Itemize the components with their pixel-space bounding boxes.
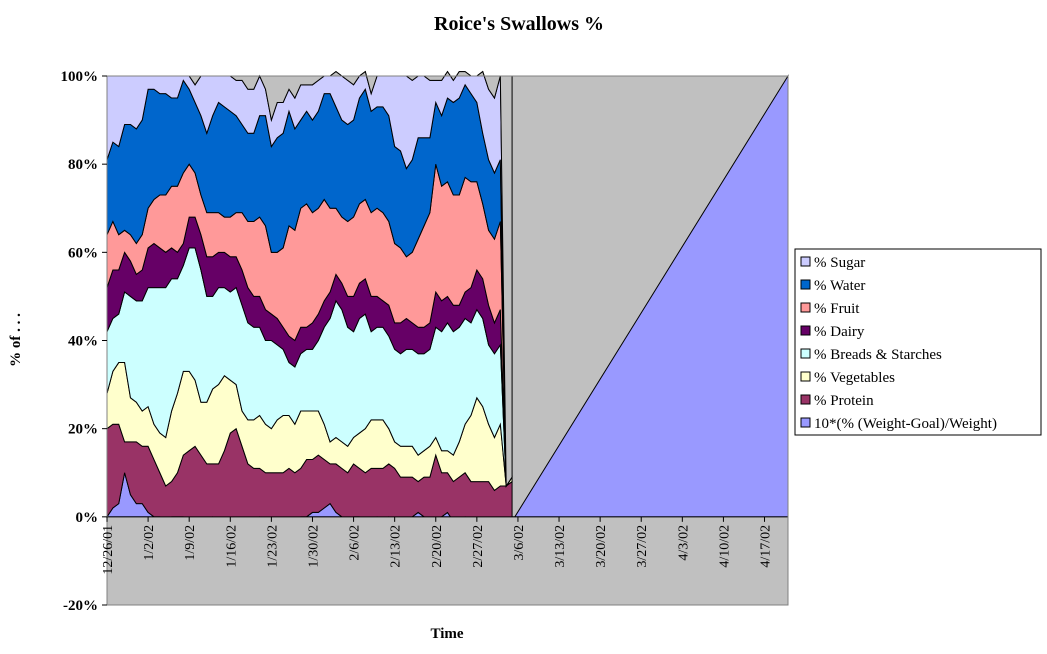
negative-band	[107, 516, 788, 605]
x-tick-label: 3/27/02	[635, 525, 650, 568]
x-tick-label: 2/13/02	[389, 525, 404, 568]
chart-title: Roice's Swallows %	[434, 13, 604, 35]
y-tick-label: 0%	[76, 510, 99, 526]
legend-swatch	[800, 394, 811, 405]
x-tick-label: 2/20/02	[430, 525, 445, 568]
y-tick-label: 80%	[68, 157, 98, 173]
x-tick-label: 1/30/02	[307, 525, 322, 568]
legend-swatch	[800, 302, 811, 313]
y-tick-label: 20%	[68, 422, 98, 438]
y-axis-title: % of . . .	[8, 313, 24, 367]
y-tick-label: -20%	[63, 598, 98, 614]
legend-label: % Water	[814, 278, 865, 294]
plot-area	[106, 70, 789, 606]
legend-label: % Sugar	[814, 255, 865, 271]
legend-box	[794, 248, 1042, 436]
x-tick-label: 4/10/02	[717, 525, 732, 568]
legend-items: % Sugar % Water % Fruit % Dairy % Breads & S…	[800, 255, 997, 432]
gray-overlay	[107, 70, 788, 605]
x-tick-label: 3/13/02	[553, 525, 568, 568]
legend: % Sugar % Water % Fruit % Dairy % Breads & S…	[794, 248, 1042, 436]
x-tick-label: 2/6/02	[348, 525, 363, 561]
x-tick-label: 1/16/02	[224, 525, 239, 568]
y-tick-label: 60%	[68, 245, 98, 261]
legend-label: % Dairy	[814, 324, 865, 340]
x-tick-label: 3/6/02	[512, 525, 527, 561]
legend-label: % Protein	[814, 393, 874, 409]
legend-swatch	[800, 279, 811, 290]
y-tick-label: 40%	[68, 334, 98, 350]
legend-label: % Fruit	[814, 301, 860, 317]
y-axis-ticks: -20% 0% 20% 40% 60% 80% 100%	[61, 69, 107, 614]
x-tick-label: 1/9/02	[183, 525, 198, 561]
legend-label: % Vegetables	[814, 370, 895, 386]
x-tick-label: 4/3/02	[676, 525, 691, 561]
legend-swatch	[800, 256, 811, 267]
legend-swatch	[800, 325, 811, 336]
x-tick-label: 1/23/02	[265, 525, 280, 568]
y-tick-label: 100%	[61, 69, 99, 85]
x-tick-label: 12/26/01	[101, 525, 116, 575]
x-tick-label: 4/17/02	[759, 525, 774, 568]
x-axis-title: Time	[430, 626, 463, 642]
x-tick-label: 1/2/02	[142, 525, 157, 561]
legend-swatch	[800, 371, 811, 382]
x-tick-label: 3/20/02	[594, 525, 609, 568]
x-tick-label: 2/27/02	[471, 525, 486, 568]
x-axis-ticks: 12/26/01 1/2/02 1/9/02 1/16/02 1/23/02 1/30/0…	[101, 516, 774, 575]
legend-label: 10*(% (Weight-Goal)/Weight)	[814, 416, 997, 432]
legend-swatch	[800, 348, 811, 359]
legend-label: % Breads & Starches	[814, 347, 942, 363]
legend-swatch	[800, 417, 811, 428]
